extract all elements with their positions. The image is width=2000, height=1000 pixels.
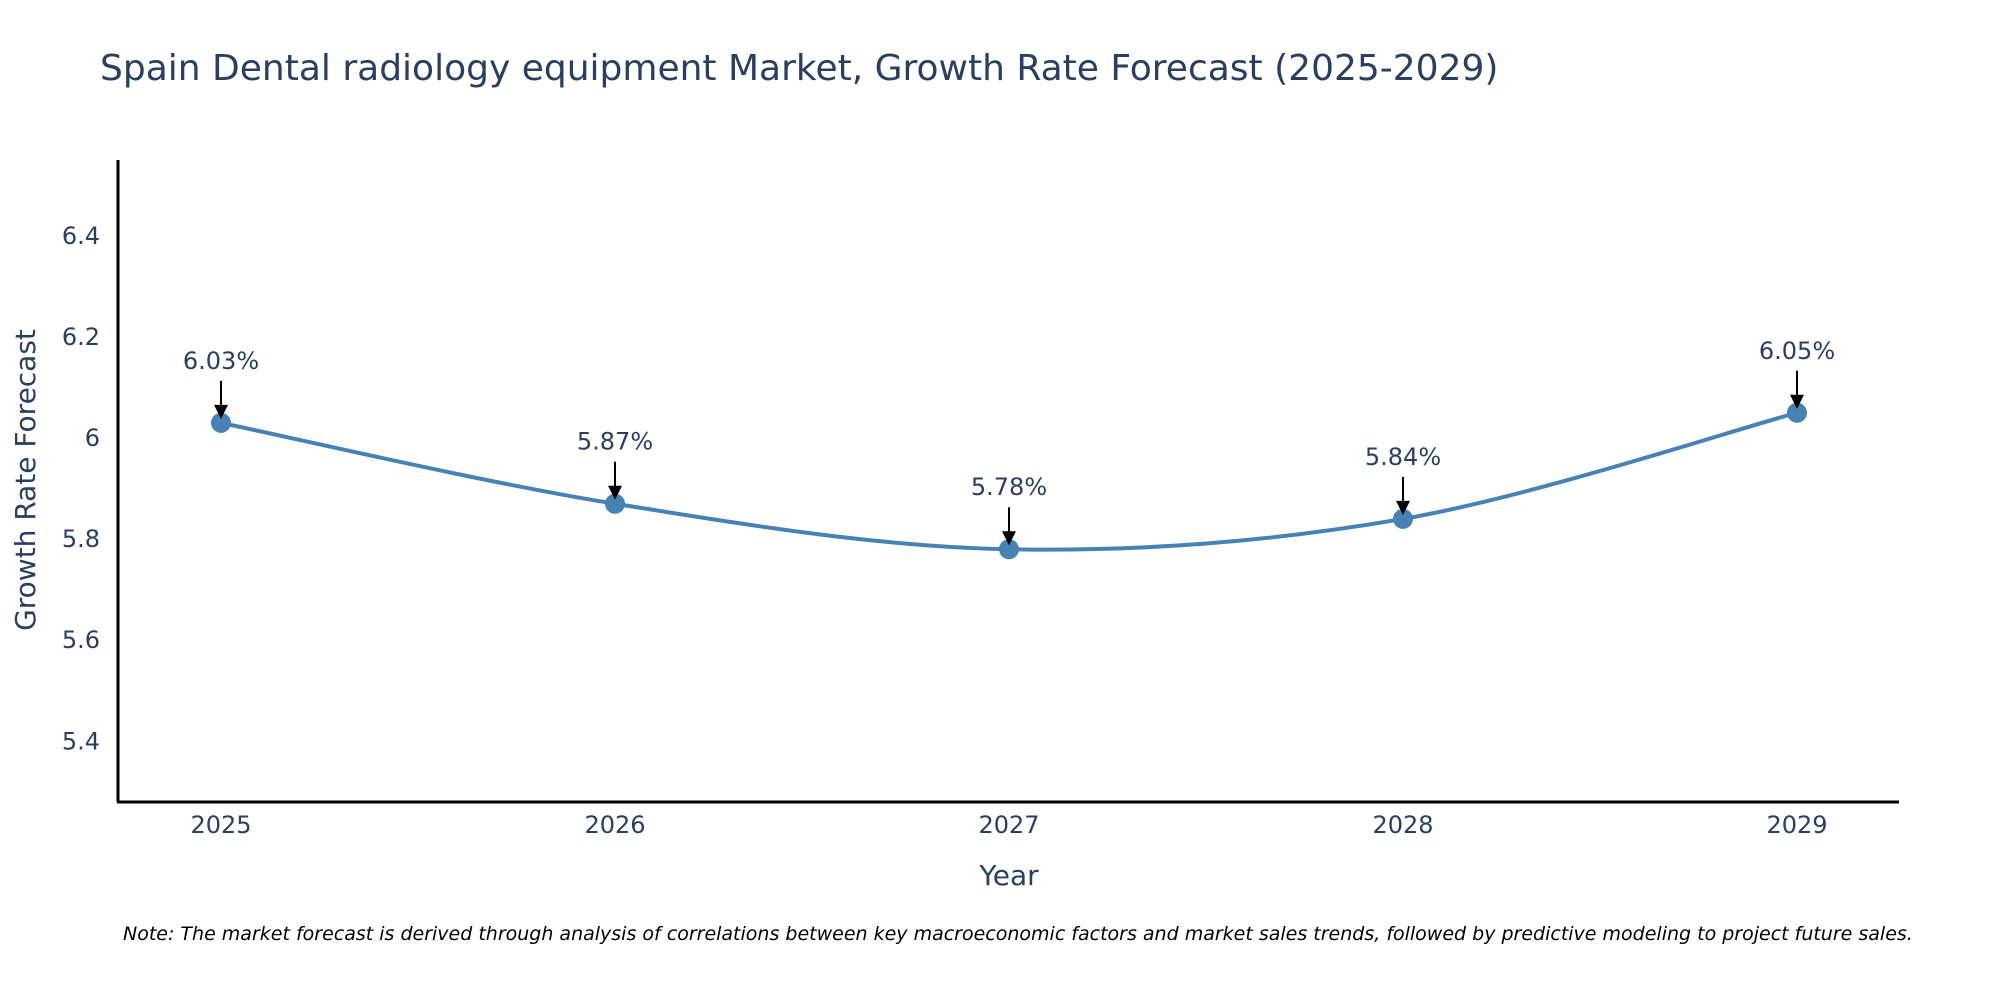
data-point <box>999 539 1019 560</box>
x-axis-title: Year <box>978 859 1039 892</box>
y-tick-label: 6.2 <box>62 323 100 351</box>
y-axis-title: Growth Rate Forecast <box>9 329 42 631</box>
y-tick-label: 6.4 <box>62 222 100 250</box>
chart-title: Spain Dental radiology equipment Market,… <box>100 48 1498 89</box>
x-tick-label: 2026 <box>584 811 645 839</box>
data-label: 5.84% <box>1365 443 1441 471</box>
y-tick-label: 5.6 <box>62 626 100 654</box>
data-point <box>605 493 625 514</box>
annotation-arrowhead <box>214 404 228 419</box>
annotation-arrowhead <box>1396 500 1410 515</box>
annotation-arrowhead <box>1790 394 1804 409</box>
x-tick-label: 2028 <box>1372 811 1433 839</box>
data-label: 6.03% <box>183 347 259 375</box>
annotation-arrowhead <box>1002 531 1016 546</box>
data-label: 5.87% <box>577 428 653 456</box>
footnote: Note: The market forecast is derived thr… <box>123 923 1913 945</box>
data-label: 5.78% <box>971 473 1047 501</box>
x-tick-label: 2025 <box>190 811 251 839</box>
y-tick-label: 5.4 <box>62 727 100 755</box>
x-tick-label: 2027 <box>978 811 1039 839</box>
y-tick-label: 6 <box>85 424 100 452</box>
annotation-arrowhead <box>608 485 622 500</box>
y-tick-label: 5.8 <box>62 525 100 553</box>
data-point <box>1787 402 1807 423</box>
data-point <box>211 412 231 433</box>
plot-area: 5.4 5.6 5.8 6 6.2 6.4 2025 2026 2027 2028 2029 6.03… <box>62 222 1835 839</box>
data-label: 6.05% <box>1759 337 1835 365</box>
data-point <box>1393 508 1413 529</box>
x-tick-label: 2029 <box>1766 811 1827 839</box>
